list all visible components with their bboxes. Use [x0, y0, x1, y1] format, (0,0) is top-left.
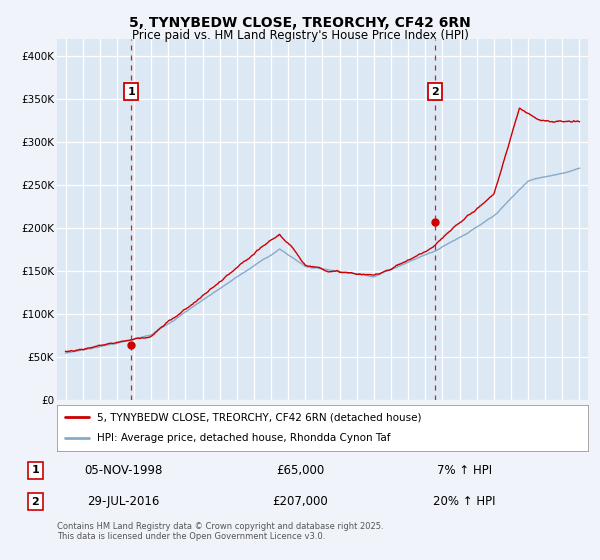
Text: 29-JUL-2016: 29-JUL-2016 — [88, 495, 160, 508]
Text: 5, TYNYBEDW CLOSE, TREORCHY, CF42 6RN: 5, TYNYBEDW CLOSE, TREORCHY, CF42 6RN — [129, 16, 471, 30]
Text: £65,000: £65,000 — [276, 464, 324, 477]
Text: 1: 1 — [127, 87, 135, 96]
Text: 20% ↑ HPI: 20% ↑ HPI — [433, 495, 496, 508]
Text: 05-NOV-1998: 05-NOV-1998 — [85, 464, 163, 477]
Text: Contains HM Land Registry data © Crown copyright and database right 2025.
This d: Contains HM Land Registry data © Crown c… — [57, 522, 383, 542]
Text: £207,000: £207,000 — [272, 495, 328, 508]
Text: 1: 1 — [32, 465, 39, 475]
Text: 2: 2 — [32, 497, 39, 507]
Text: 2: 2 — [431, 87, 439, 96]
Text: HPI: Average price, detached house, Rhondda Cynon Taf: HPI: Average price, detached house, Rhon… — [97, 433, 391, 444]
Text: 5, TYNYBEDW CLOSE, TREORCHY, CF42 6RN (detached house): 5, TYNYBEDW CLOSE, TREORCHY, CF42 6RN (d… — [97, 412, 421, 422]
Text: Price paid vs. HM Land Registry's House Price Index (HPI): Price paid vs. HM Land Registry's House … — [131, 29, 469, 42]
Text: 7% ↑ HPI: 7% ↑ HPI — [437, 464, 492, 477]
